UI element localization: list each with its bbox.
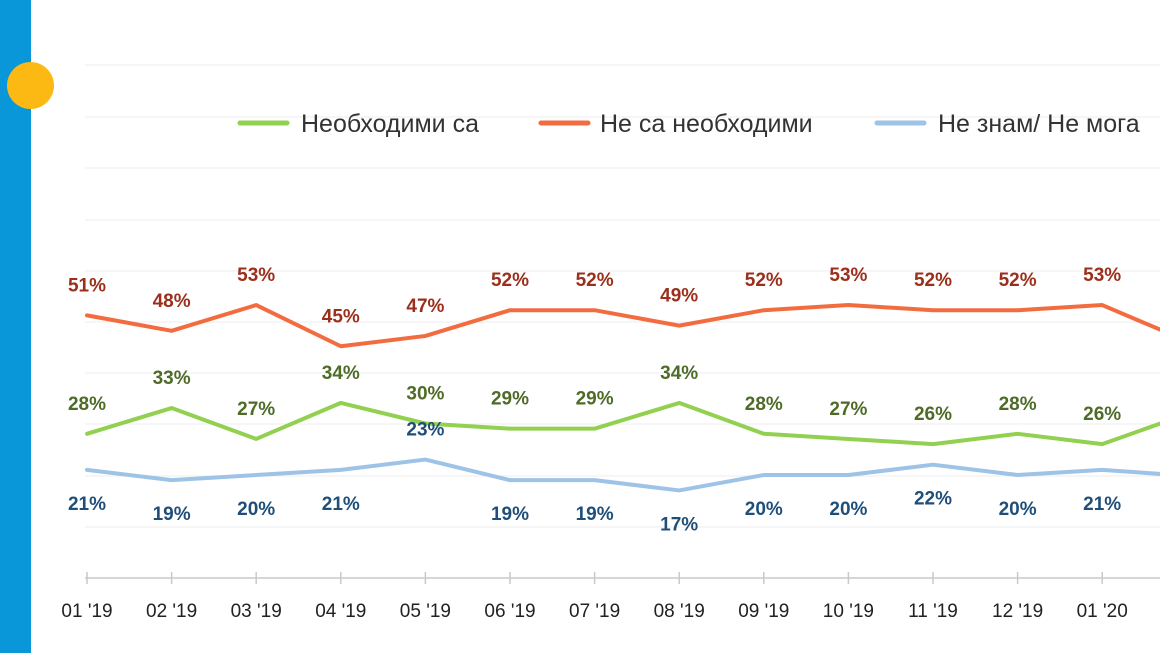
data-label: 26% (914, 404, 952, 425)
x-axis: 01 '19 02 '19 03 '19 04 '19 05 '19 06 '19 07 '… (61, 572, 1160, 622)
x-tick-label: 03 '19 (231, 601, 282, 622)
x-tick-label: 04 '19 (315, 601, 366, 622)
series-line (85, 303, 1160, 349)
legend: Необходими са Не са необходими Не знам/ Не… (237, 110, 1140, 138)
data-label: 19% (576, 504, 614, 525)
series-line (85, 457, 1160, 493)
x-tick-label: 02 '19 (146, 601, 197, 622)
x-tick-label: 11 '19 (908, 601, 958, 622)
legend-label: Необходими са (301, 110, 479, 138)
data-label: 29% (576, 389, 614, 410)
data-label: 27% (829, 399, 867, 420)
series-lines (85, 303, 1160, 493)
data-label: 52% (914, 270, 952, 291)
data-label: 21% (1083, 494, 1121, 515)
x-tick-label: 10 '19 (823, 601, 874, 622)
data-label: 21% (68, 494, 106, 515)
data-label: 52% (576, 270, 614, 291)
data-label: 20% (237, 499, 275, 520)
data-label: 51% (68, 275, 106, 296)
x-tick-label: 06 '19 (484, 601, 535, 622)
data-label: 22% (914, 489, 952, 510)
data-label: 27% (237, 399, 275, 420)
grid-lines (85, 64, 1160, 528)
data-labels: 28% 33% 27% 34% 30% 29% 29% 34% 28% 27% 26% 28% 26% 5… (68, 265, 1121, 535)
data-label: 49% (660, 286, 698, 307)
data-label: 48% (153, 291, 191, 312)
data-label: 28% (68, 394, 106, 415)
data-label: 19% (491, 504, 529, 525)
x-tick-label: 01 '19 (61, 601, 112, 622)
data-label: 53% (1083, 265, 1121, 286)
data-label: 30% (406, 384, 444, 405)
data-label: 52% (999, 270, 1037, 291)
data-label: 52% (745, 270, 783, 291)
data-label: 28% (999, 394, 1037, 415)
x-tick-label: 05 '19 (400, 601, 451, 622)
data-label: 29% (491, 389, 529, 410)
data-label: 34% (322, 363, 360, 384)
data-label: 17% (660, 514, 698, 535)
x-tick-label: 07 '19 (569, 601, 620, 622)
data-label: 21% (322, 494, 360, 515)
data-label: 53% (237, 265, 275, 286)
x-tick-label: 01 '20 (1077, 601, 1128, 622)
data-label: 47% (406, 296, 444, 317)
data-label: 19% (153, 504, 191, 525)
data-label: 20% (999, 499, 1037, 520)
series-line (85, 400, 1160, 447)
legend-label: Не са необходими (600, 110, 813, 138)
legend-label: Не знам/ Не мога (938, 110, 1140, 138)
side-accent-bar (0, 0, 31, 653)
x-tick-label: 08 '19 (654, 601, 705, 622)
x-tick-label: 09 '19 (738, 601, 789, 622)
data-label: 52% (491, 270, 529, 291)
data-label: 45% (322, 306, 360, 327)
data-label: 26% (1083, 404, 1121, 425)
x-tick-label: 12 '19 (992, 601, 1043, 622)
accent-dot (7, 62, 54, 109)
data-label: 20% (745, 499, 783, 520)
data-label: 33% (153, 368, 191, 389)
data-label: 34% (660, 363, 698, 384)
data-label: 23% (406, 420, 444, 441)
data-label: 28% (745, 394, 783, 415)
data-label: 53% (829, 265, 867, 286)
data-label: 20% (829, 499, 867, 520)
